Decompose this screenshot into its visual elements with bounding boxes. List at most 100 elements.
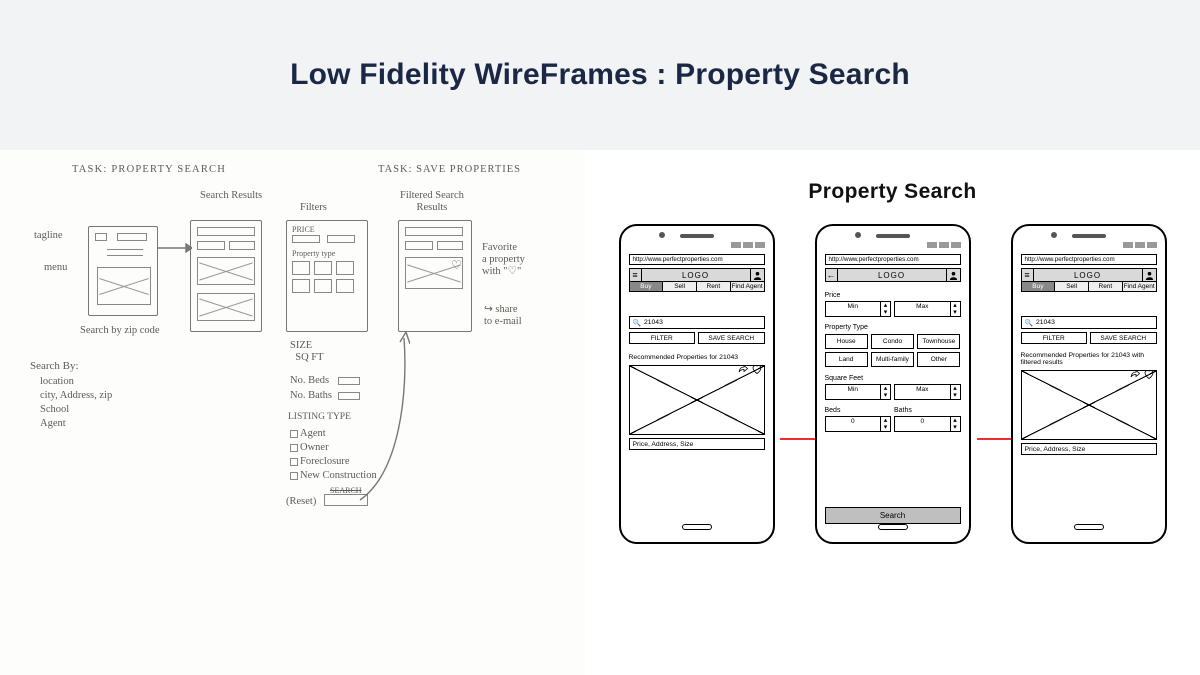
content-row: TASK: PROPERTY SEARCH TASK: SAVE PROPERT…	[0, 150, 1200, 675]
user-icon[interactable]	[1142, 269, 1156, 281]
type-multifamily[interactable]: Multi-family	[871, 352, 914, 367]
share-icon[interactable]	[1129, 368, 1141, 380]
heart-icon[interactable]	[1143, 368, 1155, 380]
url-bar[interactable]: http://www.perfectproperties.com	[1021, 254, 1157, 265]
property-caption: Price, Address, Size	[629, 438, 765, 450]
tab-sell[interactable]: Sell	[663, 282, 697, 292]
nav-tabs: Buy Sell Rent Find Agent	[629, 282, 765, 292]
save-search-button[interactable]: SAVE SEARCH	[698, 332, 765, 344]
tab-buy[interactable]: Buy	[629, 282, 664, 292]
sketch-panel: TASK: PROPERTY SEARCH TASK: SAVE PROPERT…	[0, 150, 585, 675]
heart-icon[interactable]	[751, 363, 763, 375]
baths-label: Baths	[894, 407, 961, 414]
page-title: Low Fidelity WireFrames : Property Searc…	[290, 58, 910, 92]
sketch-arrow-1	[158, 240, 192, 256]
tab-rent[interactable]: Rent	[1089, 282, 1123, 292]
hamburger-icon[interactable]: ≡	[630, 269, 642, 281]
baths-stepper[interactable]: 0▴▾	[894, 416, 961, 432]
home-button[interactable]	[878, 524, 908, 530]
price-label: Price	[825, 292, 961, 299]
sketch-col3-title: Filters	[300, 202, 327, 214]
sketch-frame-home	[88, 226, 158, 316]
search-icon: 🔍	[1025, 319, 1033, 327]
recommended-label: Recommended Properties for 21043 with fi…	[1021, 352, 1157, 366]
sk-searchby-head: Search By:	[30, 360, 79, 373]
tab-findagent[interactable]: Find Agent	[1123, 282, 1157, 292]
status-bar	[1021, 242, 1157, 252]
url-bar[interactable]: http://www.perfectproperties.com	[825, 254, 961, 265]
logo: LOGO	[644, 271, 748, 280]
sk-reset: (Reset)	[286, 496, 316, 508]
save-search-button[interactable]: SAVE SEARCH	[1090, 332, 1157, 344]
sketch-frame-results	[190, 220, 262, 332]
tab-rent[interactable]: Rent	[697, 282, 731, 292]
proptype-label: Property Type	[825, 324, 961, 331]
sk-searchby-3: School	[40, 404, 69, 416]
sketch-annot-tagline: tagline	[34, 230, 63, 242]
hamburger-icon[interactable]: ≡	[1022, 269, 1034, 281]
property-image-placeholder[interactable]	[1021, 370, 1157, 440]
sk-searchby-2: city, Address, zip	[40, 390, 112, 402]
phone-filtered-results: http://www.perfectproperties.com ≡ LOGO …	[1011, 224, 1167, 544]
sketch-col4-title: Filtered Search Results	[400, 190, 464, 214]
beds-label: Beds	[825, 407, 892, 414]
sketch-task2: TASK: SAVE PROPERTIES	[378, 164, 521, 176]
price-max-stepper[interactable]: Max▴▾	[894, 301, 961, 317]
price-min-stepper[interactable]: Min▴▾	[825, 301, 892, 317]
filter-button[interactable]: FILTER	[1021, 332, 1088, 344]
sketch-annot-menu: menu	[44, 262, 67, 274]
header-bar: ≡ LOGO	[1021, 268, 1157, 282]
sk-fav-annot: Favorite a property with "♡"	[482, 242, 525, 278]
search-icon: 🔍	[633, 319, 641, 327]
phones-row: http://www.perfectproperties.com ≡ LOGO …	[585, 224, 1200, 544]
filter-button[interactable]: FILTER	[629, 332, 696, 344]
sketch-task1: TASK: PROPERTY SEARCH	[72, 164, 226, 176]
sk-proptype: Property type	[292, 249, 335, 258]
wire-panel: Property Search http://www.perfectproper…	[585, 150, 1200, 675]
wire-title: Property Search	[585, 180, 1200, 204]
sketch-frame-filters: PRICE Property type	[286, 220, 368, 332]
header-bar: ← LOGO	[825, 268, 961, 282]
sk-searchby-1: location	[40, 376, 74, 388]
status-bar	[629, 242, 765, 252]
header-bar: ≡ LOGO	[629, 268, 765, 282]
beds-stepper[interactable]: 0▴▾	[825, 416, 892, 432]
sketch-col2-title: Search Results	[200, 190, 262, 202]
property-caption: Price, Address, Size	[1021, 443, 1157, 455]
sk-price: PRICE	[292, 225, 315, 234]
type-house[interactable]: House	[825, 334, 868, 349]
nav-tabs: Buy Sell Rent Find Agent	[1021, 282, 1157, 292]
sk-share-annot: ↪ share to e-mail	[484, 304, 522, 328]
user-icon[interactable]	[946, 269, 960, 281]
home-button[interactable]	[1074, 524, 1104, 530]
title-band: Low Fidelity WireFrames : Property Searc…	[0, 0, 1200, 150]
url-bar[interactable]: http://www.perfectproperties.com	[629, 254, 765, 265]
tab-buy[interactable]: Buy	[1021, 282, 1056, 292]
type-other[interactable]: Other	[917, 352, 960, 367]
property-image-placeholder[interactable]	[629, 365, 765, 435]
sketch-annot-searchzip: Search by zip code	[80, 325, 170, 337]
tab-sell[interactable]: Sell	[1055, 282, 1089, 292]
search-input[interactable]: 🔍 21043	[1021, 316, 1157, 329]
logo: LOGO	[1036, 271, 1140, 280]
share-icon[interactable]	[737, 363, 749, 375]
search-input[interactable]: 🔍 21043	[629, 316, 765, 329]
sqft-max-stepper[interactable]: Max▴▾	[894, 384, 961, 400]
sqft-label: Square Feet	[825, 375, 961, 382]
sk-searchby-4: Agent	[40, 418, 66, 430]
tab-findagent[interactable]: Find Agent	[731, 282, 765, 292]
sk-size: SIZE SQ FT	[290, 340, 324, 364]
recommended-label: Recommended Properties for 21043	[629, 354, 765, 361]
home-button[interactable]	[682, 524, 712, 530]
proptype-grid: House Condo Townhouse Land Multi-family …	[825, 334, 961, 367]
type-land[interactable]: Land	[825, 352, 868, 367]
user-icon[interactable]	[750, 269, 764, 281]
phone-filters: http://www.perfectproperties.com ← LOGO …	[815, 224, 971, 544]
type-condo[interactable]: Condo	[871, 334, 914, 349]
search-button[interactable]: Search	[825, 507, 961, 524]
sqft-min-stepper[interactable]: Min▴▾	[825, 384, 892, 400]
sketch-arrow-2	[320, 332, 410, 502]
logo: LOGO	[840, 271, 944, 280]
back-icon[interactable]: ←	[826, 269, 838, 281]
type-townhouse[interactable]: Townhouse	[917, 334, 960, 349]
